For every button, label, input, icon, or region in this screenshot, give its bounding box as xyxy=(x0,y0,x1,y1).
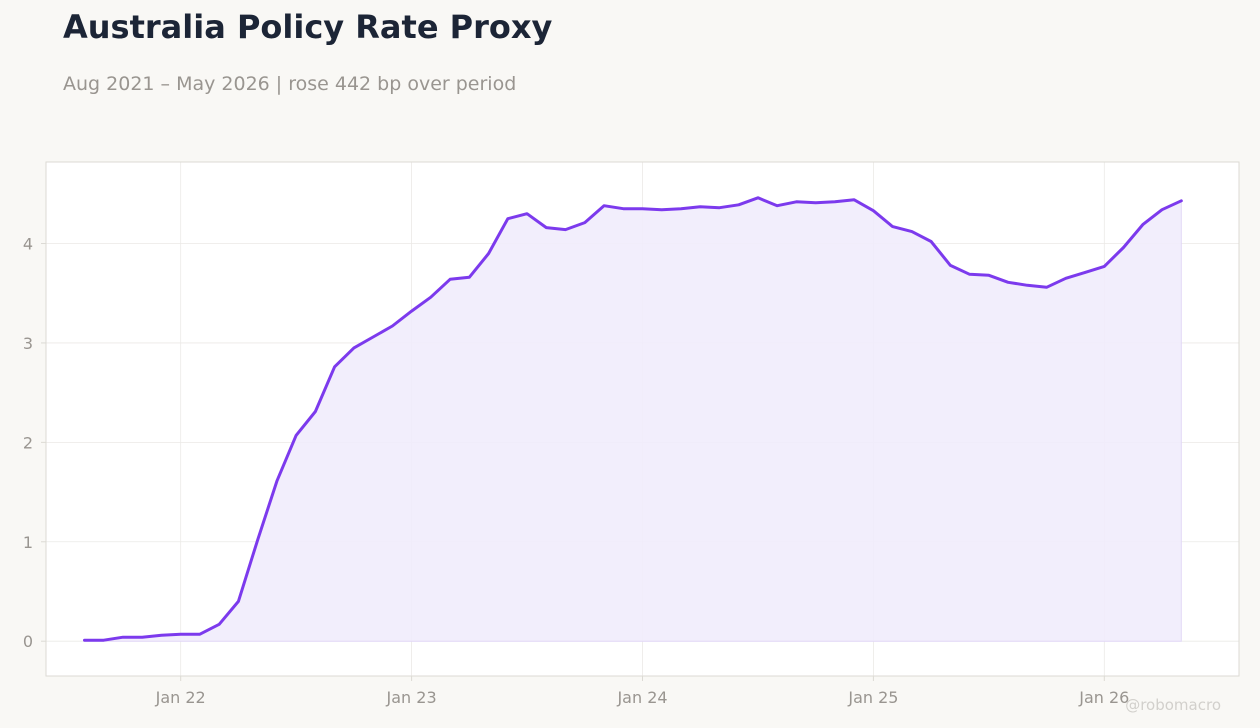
y-tick-label: 1 xyxy=(23,533,33,552)
y-tick-label: 3 xyxy=(23,334,33,353)
y-tick-label: 0 xyxy=(23,632,33,651)
watermark: @robomacro xyxy=(1125,696,1221,714)
chart-title: Australia Policy Rate Proxy xyxy=(63,8,553,46)
axis-ticks: Jan 22 Jan 23 Jan 24 Jan 25 Jan 26 0 1 2 3 4 xyxy=(23,235,1130,707)
x-tick-label: Jan 22 xyxy=(155,688,206,707)
chart-subtitle: Aug 2021 – May 2026 | rose 442 bp over p… xyxy=(63,73,517,95)
rate-series-line xyxy=(83,196,1183,642)
x-tick-label: Jan 24 xyxy=(616,688,667,707)
x-tick-label: Jan 25 xyxy=(847,688,898,707)
y-tick-label: 2 xyxy=(23,433,33,452)
x-tick-label: Jan 26 xyxy=(1078,688,1129,707)
y-tick-label: 4 xyxy=(23,235,33,254)
x-tick-label: Jan 23 xyxy=(386,688,437,707)
